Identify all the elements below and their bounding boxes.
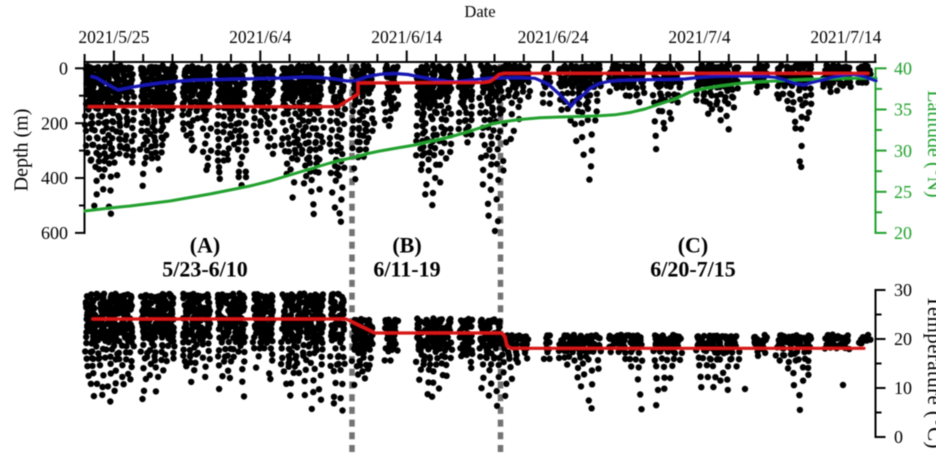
- svg-text:0: 0: [59, 59, 68, 79]
- svg-text:20: 20: [894, 329, 912, 349]
- svg-text:6/11-19: 6/11-19: [373, 257, 440, 282]
- svg-text:200: 200: [41, 113, 68, 133]
- svg-text:Temperature (°C): Temperature (°C): [923, 295, 936, 449]
- svg-text:Latitude (°N): Latitude (°N): [923, 90, 936, 197]
- svg-text:2021/7/14: 2021/7/14: [810, 27, 881, 47]
- svg-text:400: 400: [41, 168, 68, 188]
- svg-text:6/20-7/15: 6/20-7/15: [650, 257, 736, 282]
- svg-text:40: 40: [894, 59, 912, 79]
- svg-text:30: 30: [894, 141, 912, 161]
- svg-text:30: 30: [894, 280, 912, 300]
- svg-text:Depth (m): Depth (m): [11, 109, 33, 192]
- svg-text:Date: Date: [464, 2, 495, 21]
- svg-text:(C): (C): [678, 233, 709, 258]
- svg-text:(B): (B): [392, 233, 421, 258]
- svg-text:2021/6/4: 2021/6/4: [229, 27, 291, 47]
- svg-text:35: 35: [894, 100, 912, 120]
- svg-text:2021/6/24: 2021/6/24: [518, 27, 589, 47]
- svg-text:5/23-6/10: 5/23-6/10: [162, 257, 248, 282]
- svg-text:10: 10: [894, 378, 912, 398]
- svg-text:25: 25: [894, 182, 912, 202]
- svg-text:2021/5/25: 2021/5/25: [78, 27, 149, 47]
- svg-text:20: 20: [894, 223, 912, 243]
- svg-text:600: 600: [41, 223, 68, 243]
- svg-text:2021/7/4: 2021/7/4: [668, 27, 730, 47]
- svg-text:(A): (A): [190, 233, 221, 258]
- svg-text:2021/6/14: 2021/6/14: [371, 27, 442, 47]
- svg-text:0: 0: [894, 427, 903, 447]
